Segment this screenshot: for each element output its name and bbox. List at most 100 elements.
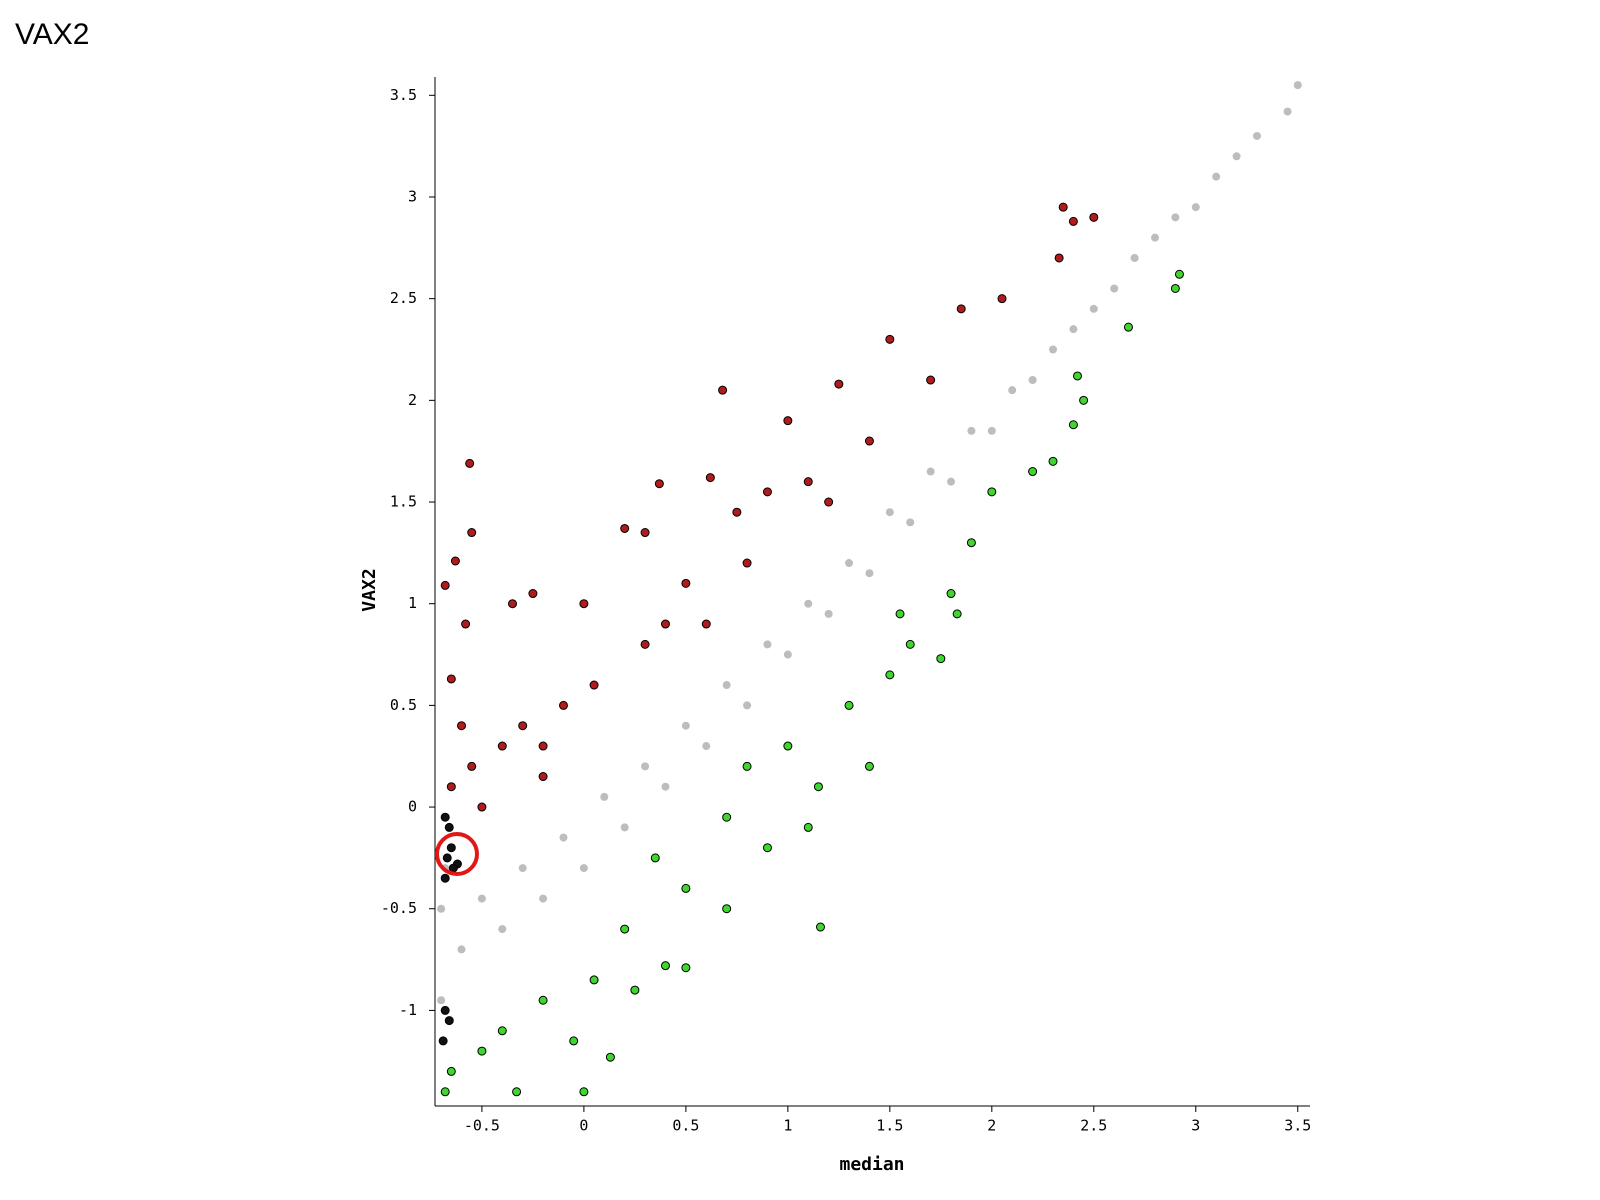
point: [1232, 152, 1241, 161]
point: [661, 782, 670, 791]
x-tick-label: 3.5: [1284, 1117, 1311, 1135]
point: [946, 589, 956, 599]
point: [1130, 253, 1139, 262]
point: [804, 599, 813, 608]
point: [440, 812, 450, 822]
point: [477, 894, 486, 903]
point: [1191, 203, 1200, 212]
point: [477, 802, 487, 812]
point: [1049, 345, 1058, 354]
point: [444, 822, 454, 832]
point: [742, 761, 752, 771]
point: [518, 721, 528, 731]
x-tick-label: 1.5: [876, 1117, 903, 1135]
point: [528, 589, 538, 599]
point: [1171, 213, 1180, 222]
point: [440, 580, 450, 590]
x-tick-label: -0.5: [464, 1117, 500, 1135]
x-tick-label: 1: [783, 1117, 792, 1135]
point: [498, 925, 507, 934]
point: [864, 761, 874, 771]
point: [987, 426, 996, 435]
point: [762, 487, 772, 497]
point: [465, 458, 475, 468]
point: [1252, 131, 1261, 140]
point: [467, 528, 477, 538]
point: [446, 674, 456, 684]
point: [559, 833, 568, 842]
point: [654, 479, 664, 489]
point: [1170, 283, 1180, 293]
point: [1072, 371, 1082, 381]
point: [1028, 376, 1037, 385]
point: [440, 873, 450, 883]
y-tick-label: 0: [408, 798, 417, 816]
point: [1283, 107, 1292, 116]
point: [660, 619, 670, 629]
point: [1150, 233, 1159, 242]
y-tick-label: 3: [408, 187, 417, 205]
point: [681, 721, 690, 730]
point: [437, 996, 446, 1005]
point: [885, 334, 895, 344]
point: [783, 416, 793, 426]
point: [1110, 284, 1119, 293]
point: [579, 864, 588, 873]
point: [518, 864, 527, 873]
point: [558, 700, 568, 710]
point: [681, 578, 691, 588]
point: [446, 782, 456, 792]
point: [446, 843, 456, 853]
point: [589, 975, 599, 985]
point: [824, 609, 833, 618]
point: [437, 904, 446, 913]
point: [1212, 172, 1221, 181]
point: [620, 523, 630, 533]
y-tick-label: 2.5: [390, 289, 417, 307]
points: [437, 81, 1302, 1097]
y-tick-label: 3.5: [390, 86, 417, 104]
point: [508, 599, 518, 609]
point: [885, 508, 894, 517]
point: [722, 904, 732, 914]
point: [1293, 81, 1302, 90]
point: [952, 609, 962, 619]
point: [641, 762, 650, 771]
highlight-circle: [435, 832, 479, 876]
point: [1123, 322, 1133, 332]
point: [1054, 253, 1064, 263]
y-tick-label: 1.5: [390, 493, 417, 511]
point: [967, 426, 976, 435]
point: [497, 741, 507, 751]
point: [461, 619, 471, 629]
point: [1028, 467, 1038, 477]
y-tick-label: 1: [408, 594, 417, 612]
point: [650, 853, 660, 863]
point: [640, 639, 650, 649]
point: [444, 1016, 454, 1026]
point: [620, 823, 629, 832]
point: [1008, 386, 1017, 395]
point: [569, 1036, 579, 1046]
point: [966, 538, 976, 548]
point: [1058, 202, 1068, 212]
point: [1068, 216, 1078, 226]
point: [743, 701, 752, 710]
point: [440, 1005, 450, 1015]
point: [813, 782, 823, 792]
point: [538, 772, 548, 782]
point: [722, 812, 732, 822]
x-tick-label: 3: [1191, 1117, 1200, 1135]
point: [783, 741, 793, 751]
point: [660, 961, 670, 971]
point: [905, 639, 915, 649]
point: [477, 1046, 487, 1056]
point: [906, 518, 915, 527]
point: [450, 556, 460, 566]
point: [956, 304, 966, 314]
point: [947, 477, 956, 486]
point: [539, 894, 548, 903]
point: [538, 741, 548, 751]
point: [885, 670, 895, 680]
